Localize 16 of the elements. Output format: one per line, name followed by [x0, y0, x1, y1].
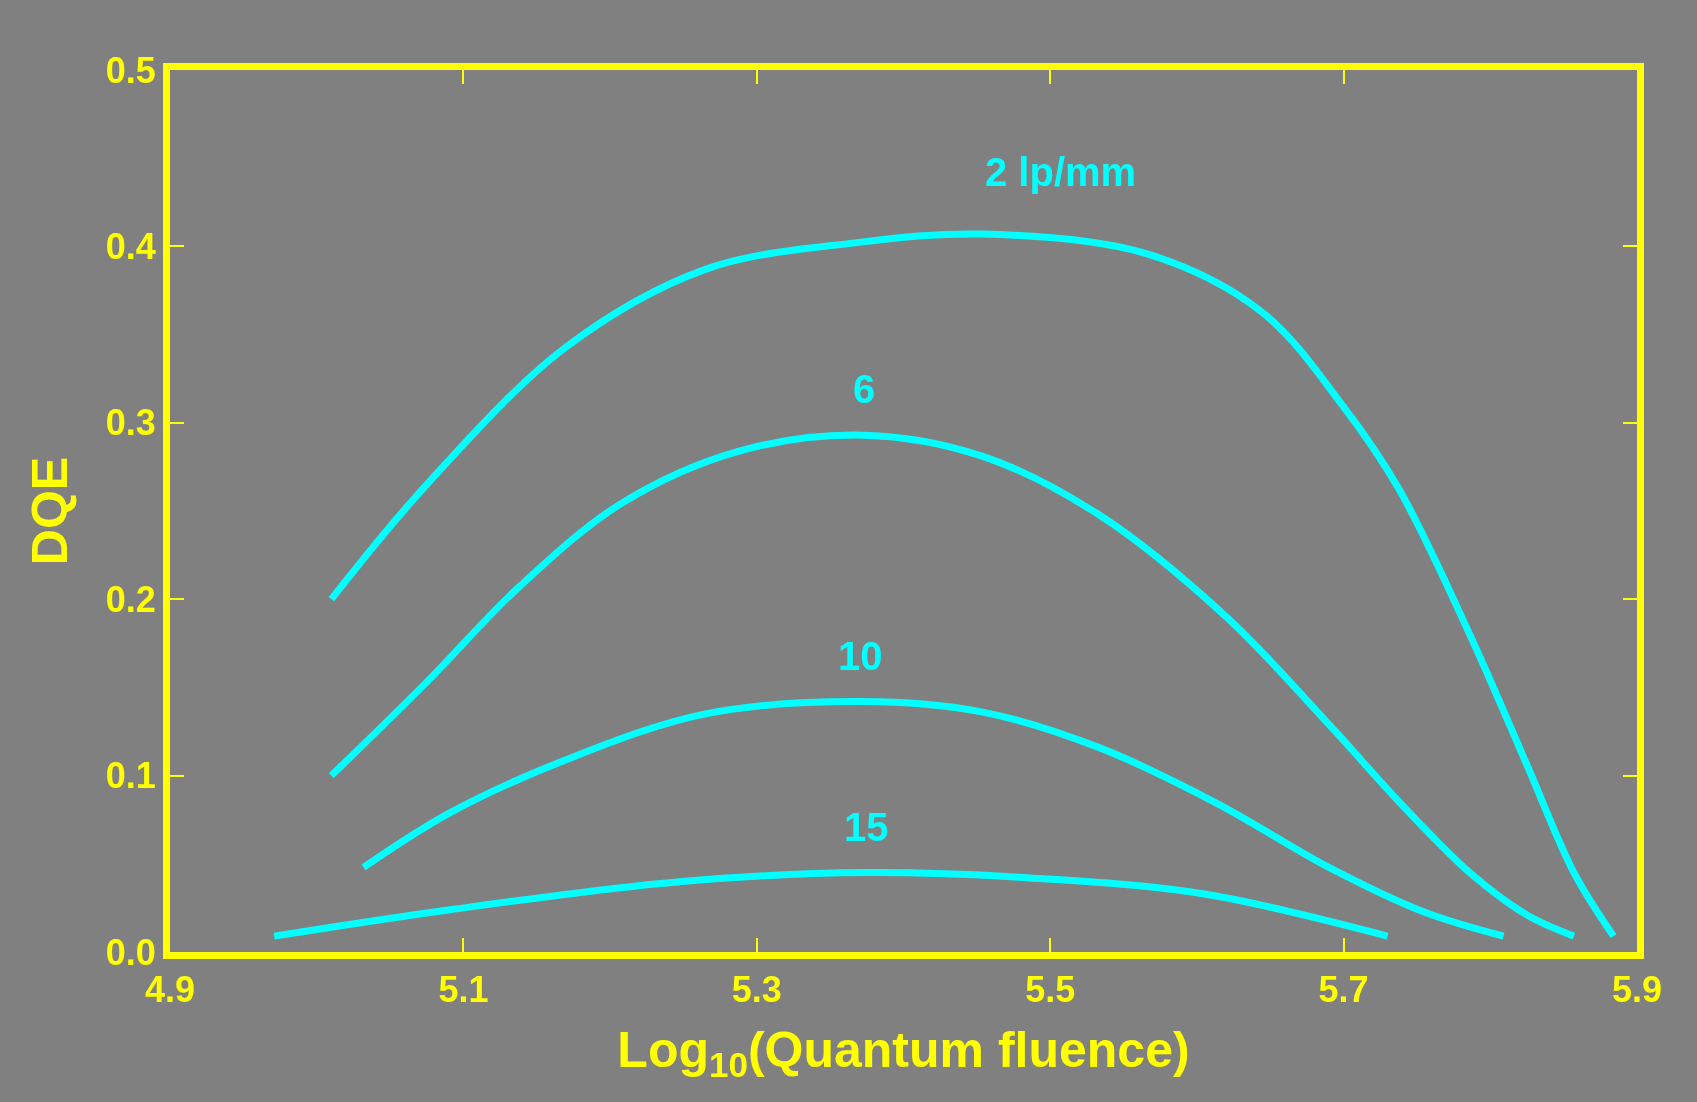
series-label: 15 [844, 805, 889, 849]
x-axis-title: Log$_{10}$(Quantum fluence) [617, 1021, 1190, 1085]
series-label: 10 [838, 634, 883, 678]
y-tick-label: 0.5 [105, 49, 156, 91]
x-tick-label: 5.9 [1611, 969, 1663, 1011]
y-axis-title: DQE [21, 456, 78, 566]
x-tick-label: 5.1 [438, 969, 489, 1011]
x-tick-label: 5.5 [1025, 969, 1076, 1011]
series-label: 6 [853, 367, 876, 411]
y-tick-label: 0.2 [105, 578, 156, 620]
y-tick-label: 0.4 [105, 226, 156, 267]
y-tick-label: 0.1 [105, 755, 156, 797]
x-tick-label: 5.3 [731, 969, 782, 1011]
series-label: 2 lp/mm [985, 150, 1137, 194]
y-tick-label: 0.3 [105, 402, 156, 444]
x-tick-label: 5.7 [1318, 969, 1369, 1011]
